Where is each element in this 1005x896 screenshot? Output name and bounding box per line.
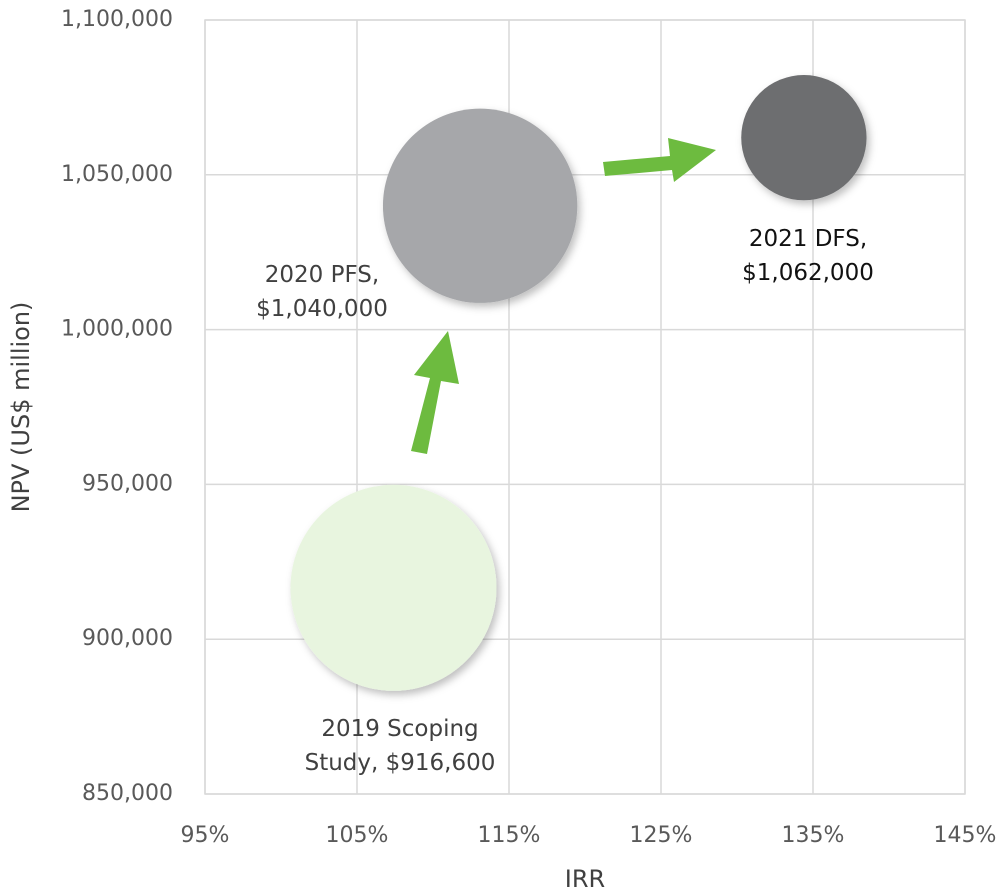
y-tick-label: 900,000 — [82, 626, 173, 651]
x-tick-label: 135% — [782, 823, 845, 848]
point-name: 2019 Scoping Study, — [304, 716, 479, 776]
x-tick-label: 125% — [630, 823, 693, 848]
y-tick-label: 1,000,000 — [61, 317, 173, 342]
value-label: $1,040,000 — [256, 296, 388, 322]
x-tick-label: 95% — [181, 823, 230, 848]
data-label: 2020 PFS, $1,040,000 — [237, 258, 407, 326]
y-tick-label: 950,000 — [82, 471, 173, 496]
bubble — [382, 108, 578, 303]
x-axis-title: IRR — [565, 865, 605, 893]
y-tick-label: 850,000 — [82, 781, 173, 806]
x-tick-label: 145% — [934, 823, 997, 848]
x-tick-label: 105% — [326, 823, 389, 848]
bubble — [290, 484, 497, 691]
plot-border — [204, 19, 966, 795]
value-label: $916,600 — [385, 750, 496, 776]
data-label: 2019 Scoping Study, $916,600 — [288, 712, 513, 780]
data-label: 2021 DFS, $1,062,000 — [723, 222, 893, 290]
y-tick-label: 1,100,000 — [61, 7, 173, 32]
value-label: $1,062,000 — [742, 260, 874, 286]
arrow — [603, 138, 716, 182]
y-tick-label: 1,050,000 — [61, 162, 173, 187]
bubbles — [290, 74, 867, 691]
point-name: 2020 PFS, — [264, 262, 380, 288]
arrow — [411, 331, 459, 454]
x-tick-label: 115% — [478, 823, 541, 848]
bubble — [741, 74, 867, 201]
arrows — [411, 138, 716, 454]
point-name: 2021 DFS, — [748, 226, 868, 252]
y-axis-title: NPV (US$ million) — [7, 302, 35, 513]
